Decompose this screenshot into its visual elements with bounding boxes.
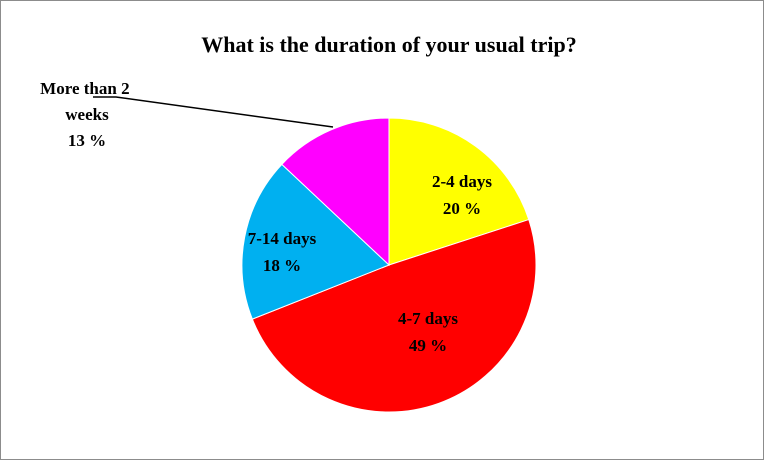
slice-label: More than 2 weeks xyxy=(40,79,134,124)
slice-value-label: 13 % xyxy=(68,131,106,150)
slice-label: 7-14 days xyxy=(248,229,317,248)
chart-title: What is the duration of your usual trip? xyxy=(201,32,576,57)
pie-slice xyxy=(388,117,530,266)
slice-value-label: 20 % xyxy=(443,199,481,218)
pie-slice xyxy=(241,163,390,320)
pie-slice xyxy=(281,117,390,267)
pie-slice xyxy=(251,218,537,413)
slice-value-label: 49 % xyxy=(409,336,447,355)
slice-label: 4-7 days xyxy=(398,309,458,328)
leader-line xyxy=(93,96,334,128)
slice-value-label: 18 % xyxy=(263,256,301,275)
slice-label: 2-4 days xyxy=(432,172,492,191)
